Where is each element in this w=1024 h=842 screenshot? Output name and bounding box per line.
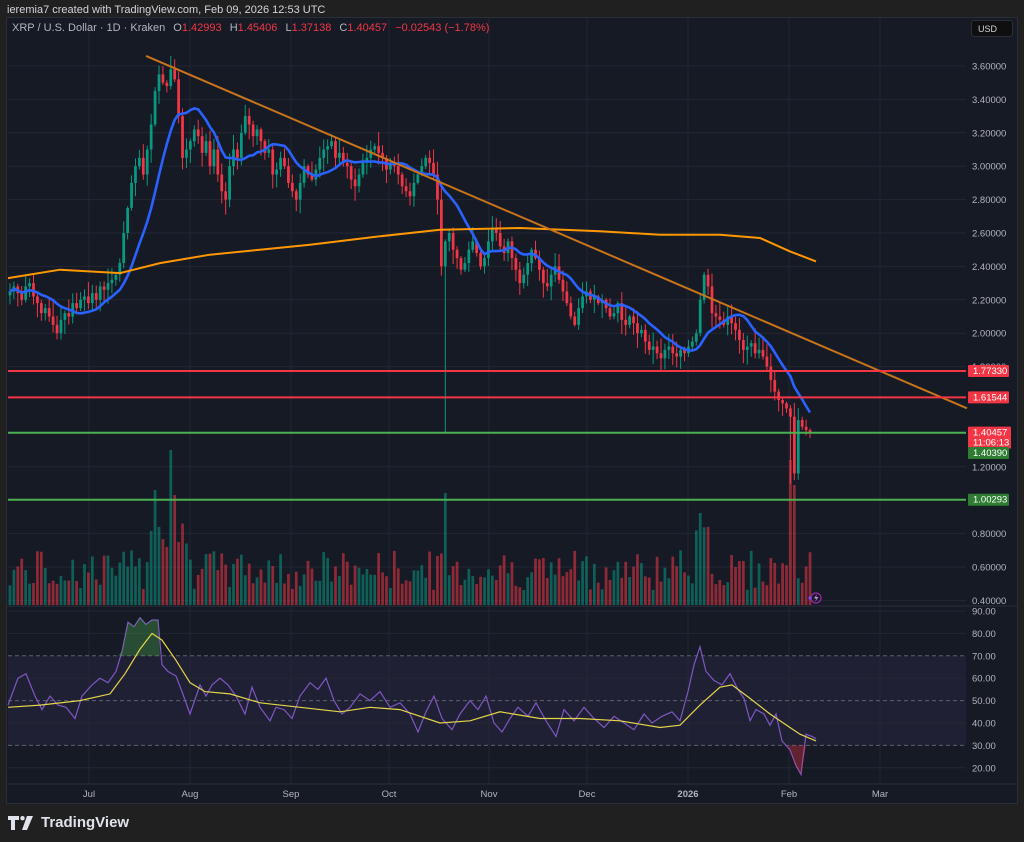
price-tag [968,493,1009,506]
low-label: L [285,22,292,34]
rsi-tick: 30.00 [972,741,996,752]
price-tag [968,391,1009,404]
price-tag [968,365,1009,378]
price-tag [968,426,1011,449]
rsi-line [7,616,817,777]
time-tick: Aug [182,789,199,800]
price-tick: 0.80000 [972,529,1006,540]
rsi-tick: 70.00 [972,651,996,662]
time-tick: Feb [781,789,797,800]
change-value: −0.02543 (−1.78%) [395,22,490,34]
price-tag-label: 1.77330 [973,366,1007,377]
rsi-tick: 60.00 [972,674,996,685]
time-tick: Oct [382,789,397,800]
price-tag-label: 1.40390 [973,448,1007,459]
price-tag-label: 1.00293 [973,495,1007,506]
high-label: H [229,22,238,34]
tradingview-logo-icon [8,815,33,830]
time-tick: Jul [83,789,95,800]
open-value: 1.42993 [181,22,222,34]
close-value: 1.40457 [347,22,388,34]
currency-button[interactable]: USD [971,20,1013,37]
rsi-tick: 80.00 [972,629,996,640]
price-tick: 3.40000 [972,95,1006,106]
price-tick: 3.00000 [972,162,1006,173]
price-tick: 2.20000 [972,295,1006,306]
low-value: 1.37138 [291,22,332,34]
high-value: 1.45406 [237,22,278,34]
time-tick: 2026 [677,789,698,800]
time-tick: Nov [481,789,498,800]
time-tick: Dec [579,789,596,800]
open-label: O [173,22,182,34]
tradingview-brand: TradingView [41,814,130,831]
price-tick: 0.40000 [972,596,1006,607]
price-tick: 2.40000 [972,262,1006,273]
ma-slow-line [7,226,817,280]
close-label: C [339,22,348,34]
ma-fast-line [9,107,812,414]
chart-attribution: ieremia7 created with TradingView.com, F… [7,4,326,16]
volume-bars [8,450,812,605]
lightning-icon[interactable] [810,592,822,604]
countdown-label: 11:06:13 [973,438,1009,449]
rsi-tick: 20.00 [972,763,996,774]
symbol-legend: XRP / U.S. Dollar · 1D · Kraken O1.42993… [12,22,489,34]
price-tick: 0.60000 [972,563,1006,574]
rsi-overbought-fill [118,617,160,656]
price-tick: 3.60000 [972,62,1006,73]
descending-trendline[interactable] [145,55,968,410]
price-tag [968,447,1009,459]
price-tag-label: 1.61544 [973,392,1007,403]
price-tick: 2.60000 [972,229,1006,240]
time-tick: Sep [283,789,300,800]
price-tick: 2.00000 [972,329,1006,340]
event-marker-icon[interactable] [808,596,812,600]
price-tick: 1.20000 [972,462,1006,473]
price-tick: 3.20000 [972,128,1006,139]
time-tick: Mar [872,789,888,800]
rsi-oversold-fill [788,745,806,775]
rsi-tick: 90.00 [972,607,996,618]
rsi-tick: 50.00 [972,696,996,707]
tradingview-logo: TradingView [8,814,129,831]
rsi-tick: 40.00 [972,719,996,730]
rsi-pane [7,606,1017,784]
price-tag-label: 1.40457 [973,428,1007,439]
symbol-title[interactable]: XRP / U.S. Dollar · 1D · Kraken [12,22,166,34]
price-tick: 2.80000 [972,195,1006,206]
rsi-ma-line [7,632,817,742]
